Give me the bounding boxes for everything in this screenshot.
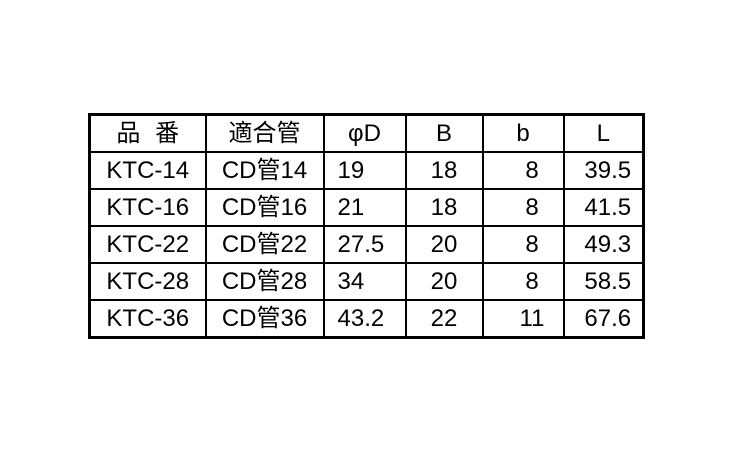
cell-part-number: KTC-16 [88, 188, 207, 227]
header-part-number: 品 番 [88, 113, 207, 153]
header-compatible-pipe: 適合管 [204, 113, 325, 153]
cell-phi-d: 34 [322, 262, 407, 301]
cell-b-upper: 18 [404, 151, 484, 190]
cell-b-upper: 20 [404, 262, 484, 301]
cell-b-lower: 8 [481, 151, 565, 190]
cell-compatible-pipe: CD管16 [204, 188, 325, 227]
table-header-row: 品 番 適合管 φD B b L [88, 113, 645, 153]
cell-b-lower: 8 [481, 225, 565, 264]
table-row: KTC-36 CD管36 43.2 22 11 67.6 [88, 299, 645, 339]
table-row: KTC-28 CD管28 34 20 8 58.5 [88, 262, 645, 301]
cell-length: 41.5 [562, 188, 645, 227]
cell-phi-d: 21 [322, 188, 407, 227]
cell-b-lower: 8 [481, 188, 565, 227]
cell-phi-d: 19 [322, 151, 407, 190]
header-phi-d: φD [322, 113, 407, 153]
table-row: KTC-16 CD管16 21 18 8 41.5 [88, 188, 645, 227]
cell-length: 67.6 [562, 299, 645, 339]
cell-part-number: KTC-36 [88, 299, 207, 339]
cell-b-upper: 18 [404, 188, 484, 227]
cell-length: 39.5 [562, 151, 645, 190]
cell-b-upper: 20 [404, 225, 484, 264]
table-row: KTC-22 CD管22 27.5 20 8 49.3 [88, 225, 645, 264]
cell-b-lower: 8 [481, 262, 565, 301]
cell-b-lower: 11 [481, 299, 565, 339]
cell-length: 49.3 [562, 225, 645, 264]
cell-part-number: KTC-14 [88, 151, 207, 190]
table-row: KTC-14 CD管14 19 18 8 39.5 [88, 151, 645, 190]
cell-compatible-pipe: CD管22 [204, 225, 325, 264]
header-b-lower: b [481, 113, 565, 153]
product-spec-table: 品 番 適合管 φD B b L KTC-14 CD管14 19 18 8 39… [88, 113, 645, 339]
cell-part-number: KTC-28 [88, 262, 207, 301]
header-b-upper: B [404, 113, 484, 153]
cell-part-number: KTC-22 [88, 225, 207, 264]
cell-compatible-pipe: CD管28 [204, 262, 325, 301]
cell-b-upper: 22 [404, 299, 484, 339]
header-length: L [562, 113, 645, 153]
cell-length: 58.5 [562, 262, 645, 301]
cell-phi-d: 43.2 [322, 299, 407, 339]
cell-compatible-pipe: CD管36 [204, 299, 325, 339]
cell-phi-d: 27.5 [322, 225, 407, 264]
cell-compatible-pipe: CD管14 [204, 151, 325, 190]
